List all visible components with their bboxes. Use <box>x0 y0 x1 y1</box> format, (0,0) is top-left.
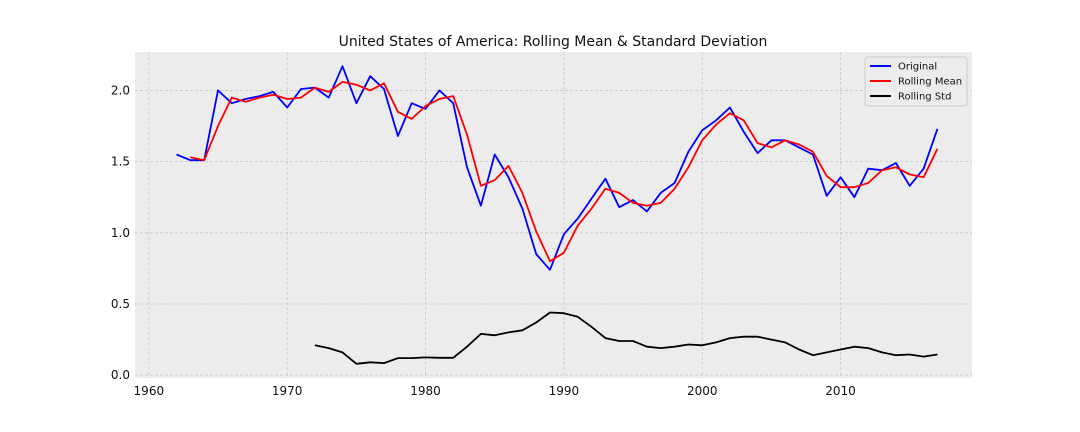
legend-label-original: Original <box>898 62 937 73</box>
series-line-rolling-mean <box>190 81 939 263</box>
legend: Original Rolling Mean Rolling Std <box>864 56 968 107</box>
y-tick-label: 0.0 <box>111 368 130 382</box>
axis-ticks: 1960 1970 1980 1990 2000 2010 0.0 0.5 1.0 1.5 2.0 <box>111 83 856 398</box>
legend-label-rolling-mean: Rolling Mean <box>898 77 962 88</box>
legend-label-rolling-std: Rolling Std <box>898 92 951 103</box>
x-tick-label: 1970 <box>272 384 303 398</box>
plot-area <box>135 52 972 378</box>
x-tick-label: 1980 <box>410 384 441 398</box>
chart-title: United States of America: Rolling Mean &… <box>339 34 768 50</box>
series-line-original <box>176 65 939 271</box>
series-line-rolling-std <box>314 311 938 365</box>
y-tick-label: 1.0 <box>111 226 130 240</box>
grid <box>135 52 972 378</box>
series-lines <box>176 65 939 365</box>
legend-box <box>864 56 968 107</box>
y-tick-label: 1.5 <box>111 155 130 169</box>
x-tick-label: 2000 <box>687 384 718 398</box>
y-tick-label: 2.0 <box>111 83 130 97</box>
x-tick-label: 1960 <box>134 384 165 398</box>
x-tick-label: 1990 <box>549 384 580 398</box>
y-tick-label: 0.5 <box>111 297 130 311</box>
x-tick-label: 2010 <box>825 384 856 398</box>
